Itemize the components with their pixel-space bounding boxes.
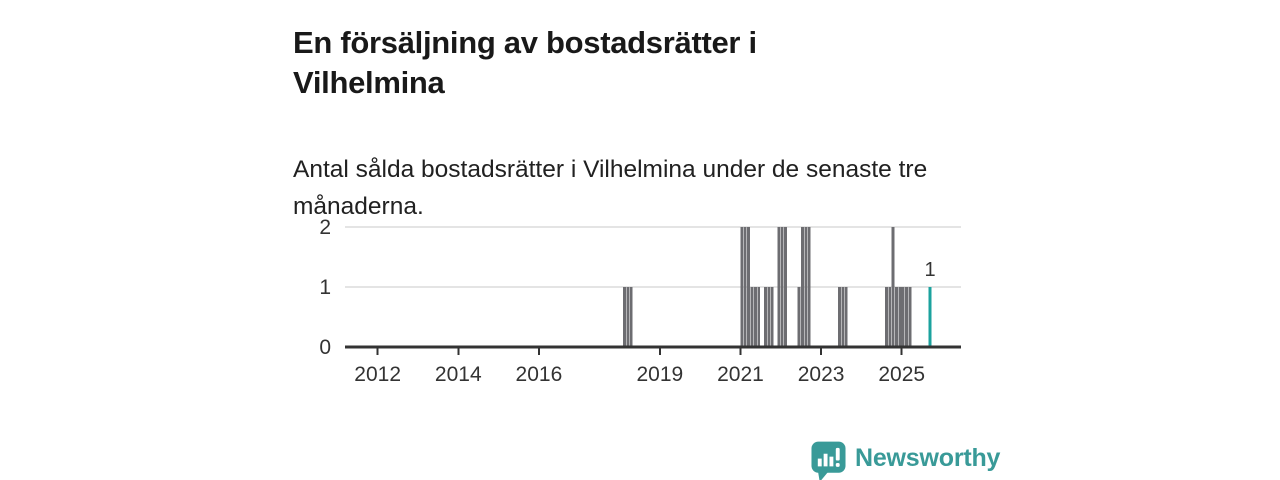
x-tick-label: 2012 — [354, 363, 401, 386]
y-tick-label: 2 — [319, 216, 331, 239]
bar — [844, 287, 848, 347]
chart-subtitle: Antal sålda bostadsrätter i Vilhelmina u… — [293, 155, 928, 220]
bar — [898, 287, 902, 347]
bar — [777, 227, 781, 347]
bar — [804, 227, 808, 347]
bar — [622, 287, 626, 347]
bar-highlight — [928, 287, 932, 347]
y-tick-label: 1 — [319, 276, 331, 299]
bar — [747, 227, 751, 347]
bar — [908, 287, 912, 347]
bar — [837, 287, 841, 347]
bar — [895, 287, 898, 347]
newsworthy-logo: Newsworthy — [811, 441, 1000, 480]
bar — [905, 287, 908, 347]
bar — [750, 287, 754, 347]
bar — [763, 287, 767, 347]
y-tick-label: 0 — [319, 336, 331, 359]
bar — [800, 227, 804, 347]
bar — [891, 227, 895, 347]
bar — [780, 227, 784, 347]
x-tick-label: 2021 — [717, 363, 764, 386]
brand-name: Newsworthy — [855, 444, 1001, 472]
bar — [797, 287, 801, 347]
x-tick-label: 2023 — [798, 363, 845, 386]
sales-bar-chart: 2012 2014 2016 2019 2021 2023 2025 0 1 2 1 — [319, 216, 961, 386]
bar — [757, 287, 761, 347]
bar — [841, 287, 845, 347]
bar — [629, 287, 633, 347]
newsworthy-bubble-icon — [811, 441, 846, 480]
bar — [767, 287, 771, 347]
bar — [753, 287, 757, 347]
bar — [743, 227, 747, 347]
bar — [901, 287, 905, 347]
bar — [784, 227, 788, 347]
x-tick-label: 2014 — [435, 363, 482, 386]
bar — [888, 287, 892, 347]
bar — [626, 287, 630, 347]
x-tick-label: 2019 — [636, 363, 683, 386]
bar — [884, 287, 888, 347]
bar-annotation: 1 — [924, 259, 935, 281]
chart-title: En försäljning av bostadsrätter i Vilhel… — [293, 24, 757, 100]
bar — [807, 227, 811, 347]
bar — [770, 287, 774, 347]
bar — [740, 227, 744, 347]
x-tick-label: 2016 — [516, 363, 563, 386]
x-tick-label: 2025 — [878, 363, 925, 386]
